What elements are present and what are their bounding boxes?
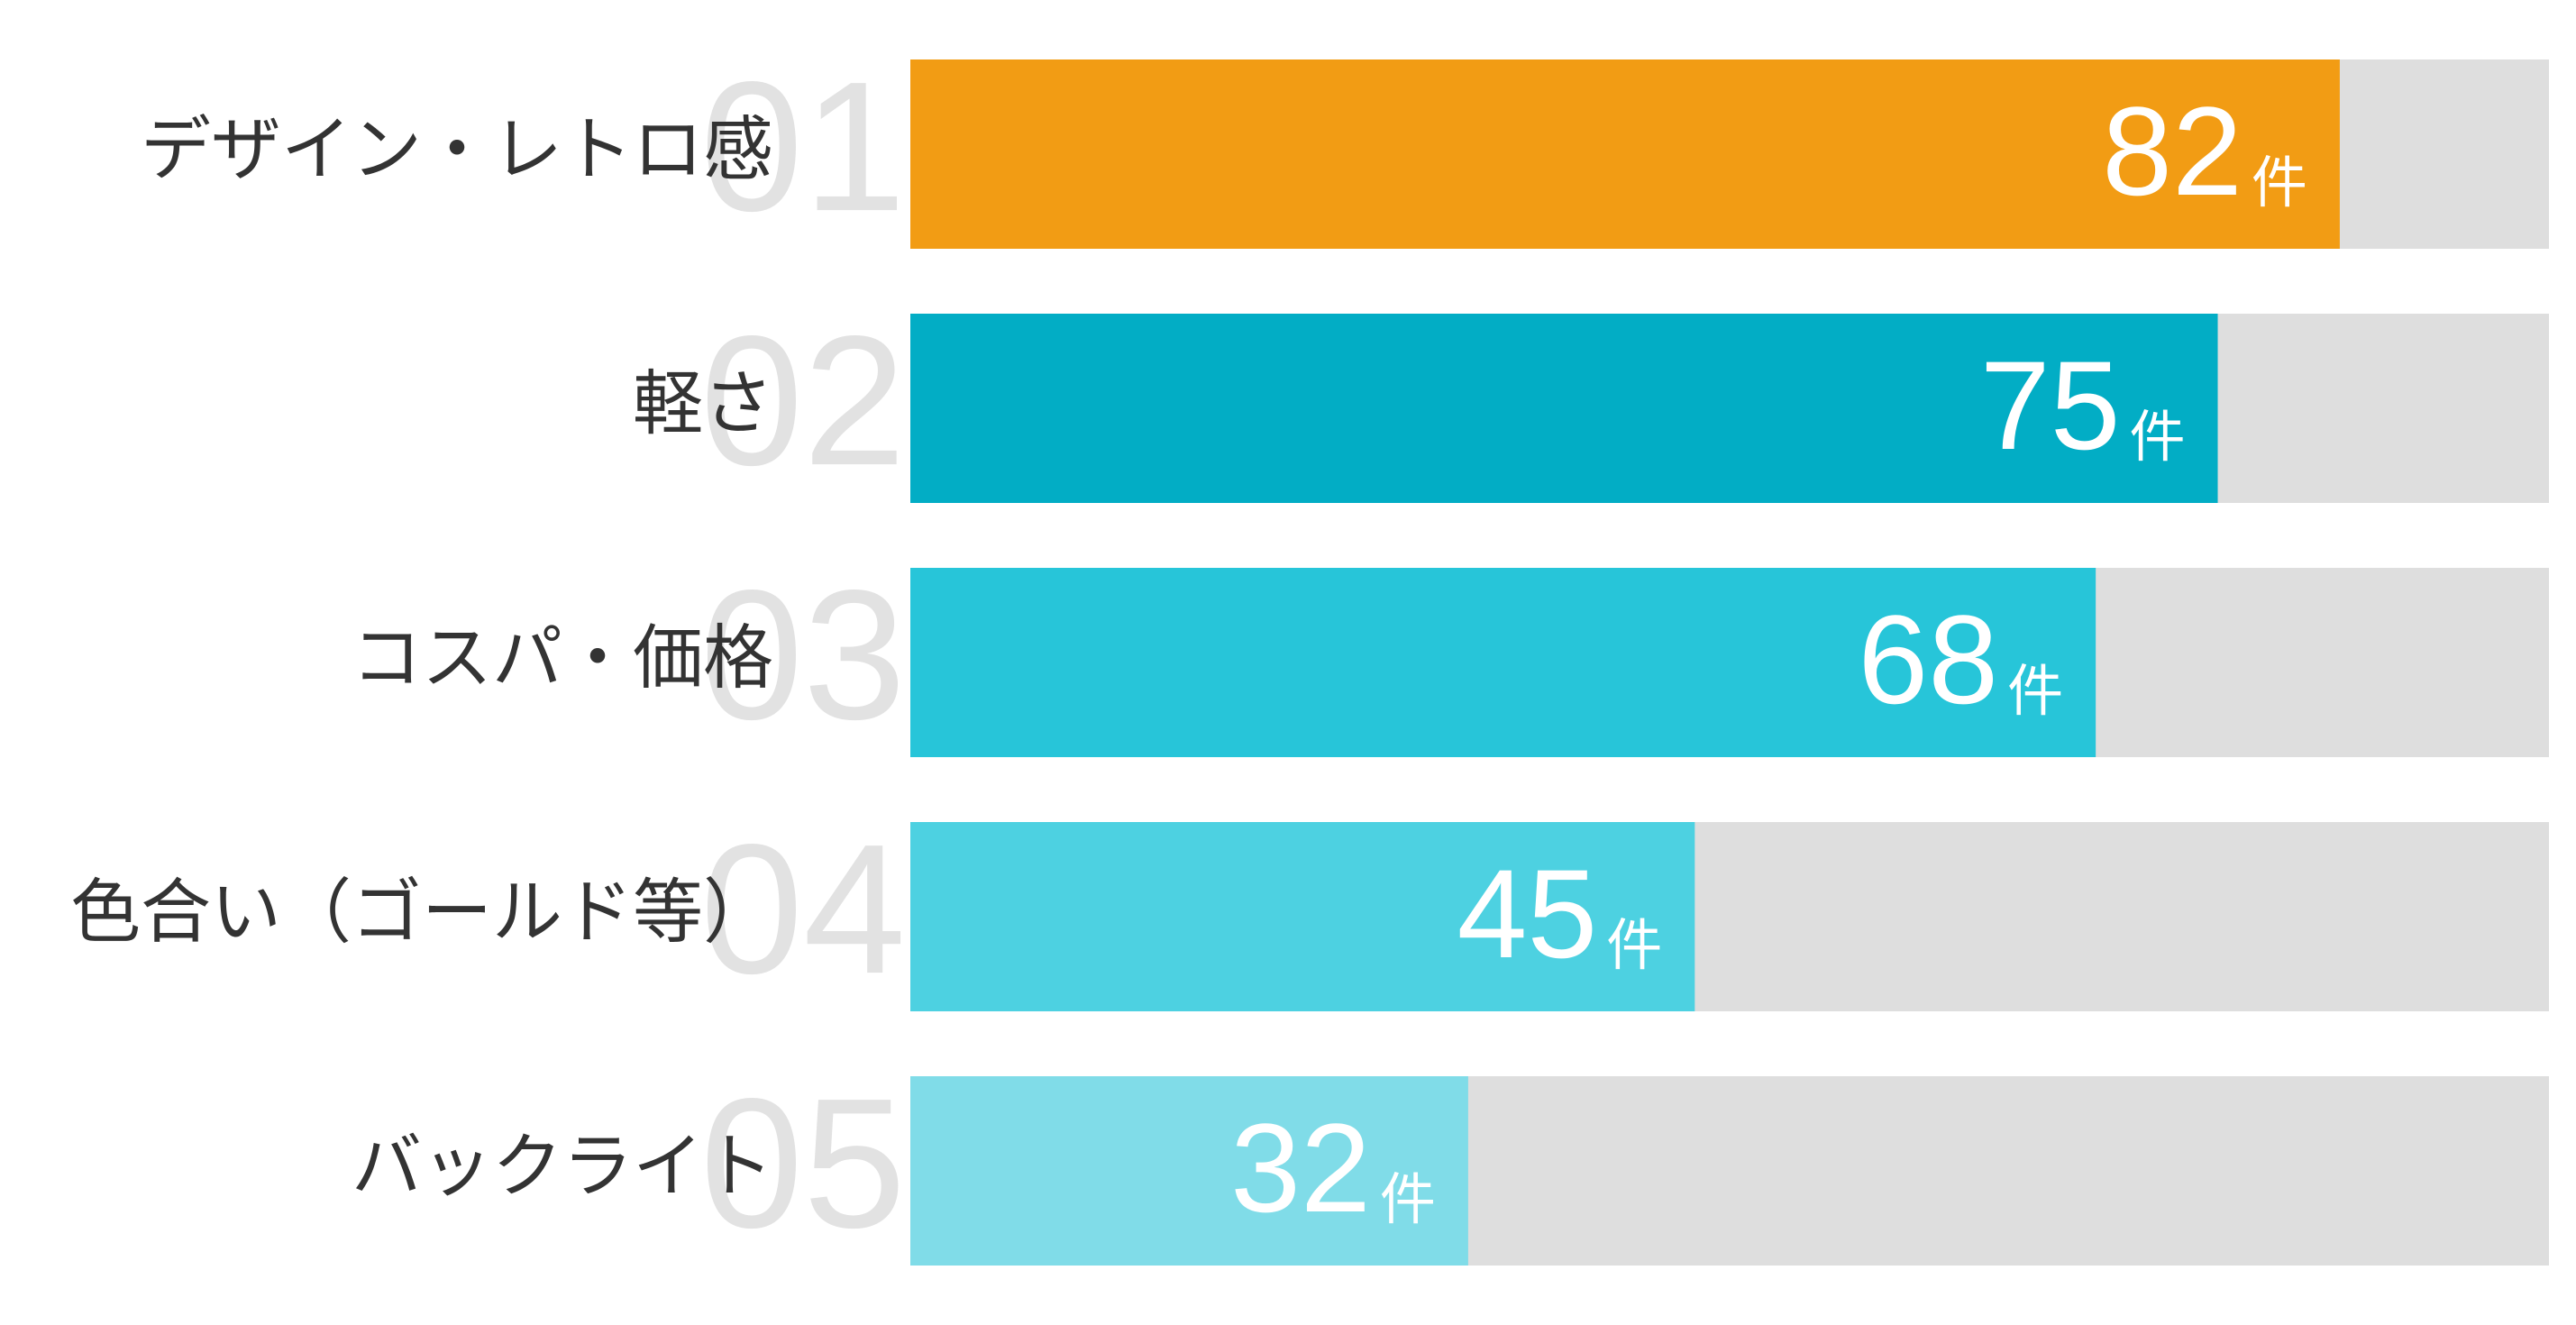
rank-number: 02	[700, 297, 906, 504]
value-unit: 件	[2252, 150, 2307, 215]
category-label: 軽さ	[633, 363, 773, 444]
value-label: 68 件	[1858, 589, 2063, 730]
bar	[910, 1076, 1468, 1266]
bar	[910, 568, 2096, 757]
bar	[910, 822, 1695, 1011]
value-unit: 件	[2130, 404, 2186, 470]
category-label: バックライト	[352, 1126, 773, 1207]
value-label: 82 件	[2102, 80, 2307, 222]
value-unit: 件	[1606, 912, 1662, 978]
value-label: 32 件	[1230, 1097, 1436, 1238]
rank-number: 03	[700, 552, 906, 758]
value-unit: 件	[1380, 1166, 1436, 1232]
rank-number: 01	[700, 43, 906, 250]
category-label: コスパ・価格	[352, 617, 773, 699]
category-label: 色合い（ゴールド等）	[70, 872, 773, 953]
rank-number: 04	[700, 806, 906, 1012]
value-number: 45	[1457, 843, 1598, 984]
value-label: 75 件	[1980, 334, 2186, 476]
value-number: 32	[1230, 1097, 1371, 1238]
rank-number: 05	[700, 1060, 906, 1266]
bar	[910, 314, 2218, 503]
value-number: 75	[1980, 334, 2121, 476]
bar	[910, 59, 2340, 249]
value-number: 68	[1858, 589, 1998, 730]
category-label: デザイン・レトロ感	[141, 109, 773, 190]
value-label: 45 件	[1457, 843, 1663, 984]
value-number: 82	[2102, 80, 2243, 222]
value-unit: 件	[2007, 658, 2063, 724]
